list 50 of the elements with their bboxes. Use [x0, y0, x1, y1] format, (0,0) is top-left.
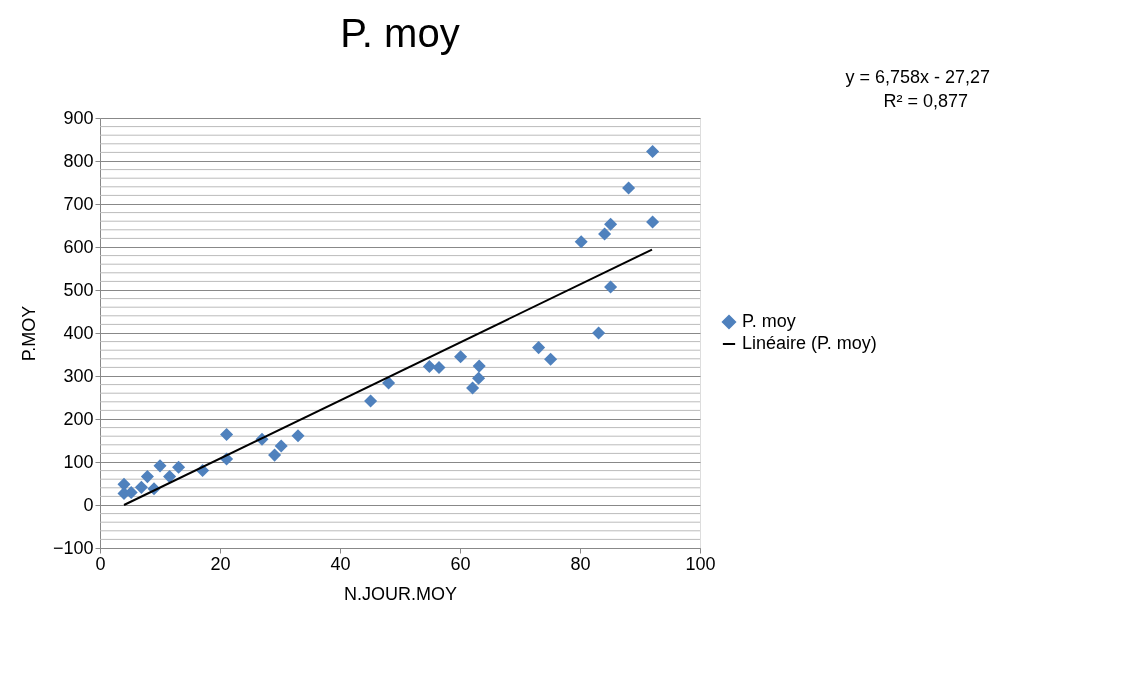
text: y = 6,758x - 27,27: [845, 67, 990, 87]
y-tick-label: 0: [83, 494, 94, 515]
point: [574, 235, 588, 249]
point: [472, 371, 486, 385]
point: [422, 360, 436, 374]
y-tick-label: 500: [63, 279, 94, 300]
point: [454, 350, 468, 364]
point: [268, 448, 282, 462]
y-tick-label: 900: [63, 107, 94, 128]
point: [291, 429, 305, 443]
point: [364, 394, 378, 408]
y-tick-label: −100: [52, 537, 94, 558]
point: [646, 145, 660, 159]
point: [544, 352, 558, 366]
point: [604, 280, 618, 294]
legend-label: Linéaire (P. moy): [742, 333, 877, 353]
point: [220, 427, 234, 441]
point: [163, 470, 177, 484]
point: [432, 360, 446, 374]
y-tick-label: 200: [63, 408, 94, 429]
point: [472, 359, 486, 373]
point: [532, 341, 546, 355]
x-tick-label: 100: [685, 553, 716, 574]
point: [466, 381, 480, 395]
y-tick-label: 100: [63, 451, 94, 472]
point: [382, 376, 396, 390]
y-tick-label: 400: [63, 322, 94, 343]
text: R² = 0,877: [883, 91, 968, 111]
point: [598, 227, 612, 241]
y-tick-label: 700: [63, 193, 94, 214]
y-tick-label: 800: [63, 150, 94, 171]
point: [646, 215, 660, 229]
point: [592, 326, 606, 340]
x-tick-label: 60: [450, 553, 471, 574]
chart-title: P. moy: [340, 11, 460, 55]
x-tick-label: 40: [330, 553, 351, 574]
point: [140, 470, 154, 484]
point: [604, 217, 618, 231]
point: [134, 480, 148, 494]
x-tick-label: 80: [570, 553, 591, 574]
point: [172, 460, 186, 474]
x-axis-title: N.JOUR.MOY: [343, 583, 458, 604]
legend-label: P. moy: [742, 311, 796, 331]
point: [153, 459, 167, 473]
y-axis-title: P.MOY: [18, 305, 39, 362]
y-tick-label: 300: [63, 365, 94, 386]
point: [622, 181, 636, 195]
y-tick-label: 600: [63, 236, 94, 257]
x-tick-label: 20: [210, 553, 231, 574]
point: [274, 439, 288, 453]
